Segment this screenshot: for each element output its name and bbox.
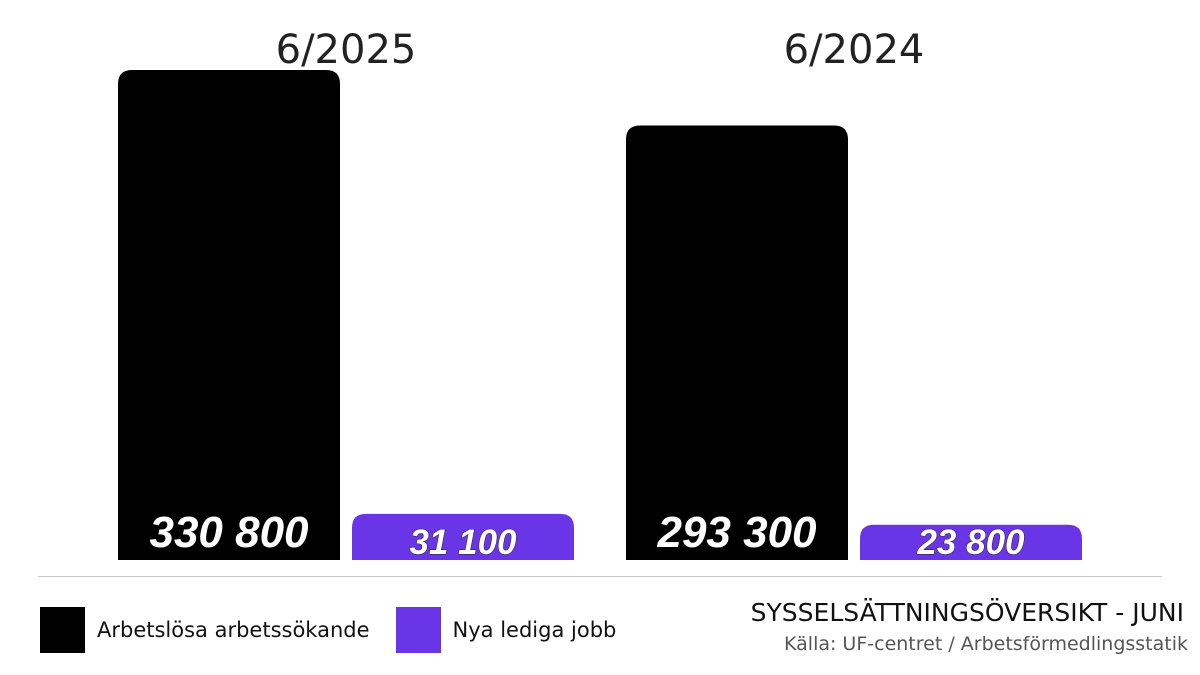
legend: Arbetslösa arbetssökande Nya lediga jobb bbox=[40, 607, 642, 653]
data-label: 31 100 bbox=[409, 523, 517, 562]
legend-swatch-new-jobs bbox=[395, 607, 441, 653]
legend-item-new-jobs: Nya lediga jobb bbox=[395, 607, 617, 653]
category-label: 6/2024 bbox=[784, 27, 925, 73]
bar-chart: 6/2025 330 800 31 100 6/2024 293 300 23 800 bbox=[118, 27, 1082, 563]
legend-item-unemployed: Arbetslösa arbetssökande bbox=[40, 607, 370, 653]
legend-label-unemployed: Arbetslösa arbetssökande bbox=[97, 618, 370, 642]
footer-source: Källa: UF-centret / Arbetsförmedlingssta… bbox=[784, 633, 1188, 655]
data-label: 330 800 bbox=[149, 508, 309, 557]
bar-unemployed bbox=[626, 125, 848, 561]
data-label: 23 800 bbox=[916, 523, 1025, 562]
legend-swatch-unemployed bbox=[40, 607, 85, 653]
data-label: 293 300 bbox=[656, 508, 817, 557]
bar-unemployed bbox=[118, 70, 340, 560]
legend-label-new-jobs: Nya lediga jobb bbox=[452, 618, 617, 642]
footer-title: SYSSELSÄTTNINGSÖVERSIKT - JUNI bbox=[750, 598, 1184, 627]
category-label: 6/2025 bbox=[276, 27, 417, 73]
bar-new-jobs bbox=[352, 513, 574, 560]
divider bbox=[38, 576, 1162, 577]
bar-new-jobs bbox=[860, 524, 1082, 560]
